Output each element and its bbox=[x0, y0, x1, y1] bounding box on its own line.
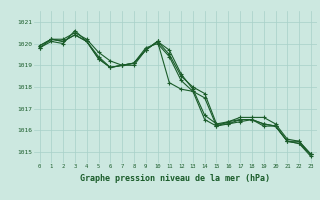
X-axis label: Graphe pression niveau de la mer (hPa): Graphe pression niveau de la mer (hPa) bbox=[80, 174, 270, 183]
